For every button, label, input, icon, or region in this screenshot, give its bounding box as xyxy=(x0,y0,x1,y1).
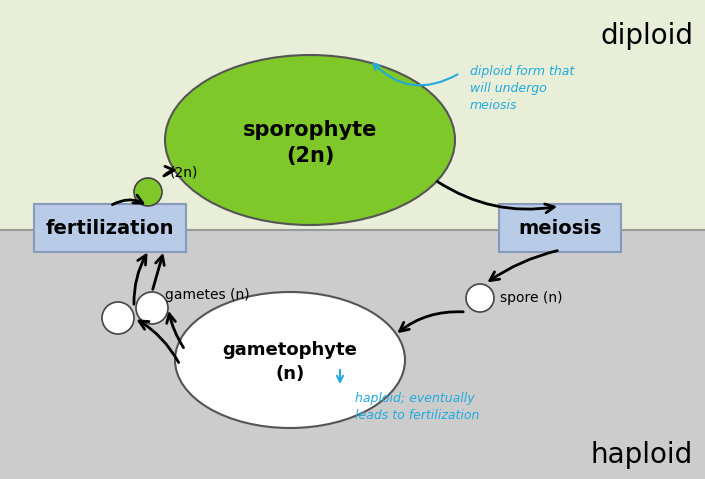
Ellipse shape xyxy=(136,292,168,324)
Text: diploid form that
will undergo
meiosis: diploid form that will undergo meiosis xyxy=(470,65,575,112)
FancyBboxPatch shape xyxy=(34,204,186,252)
Text: gametophyte: gametophyte xyxy=(223,341,357,359)
Text: spore (n): spore (n) xyxy=(500,291,563,305)
Bar xyxy=(0,0,705,230)
Ellipse shape xyxy=(102,302,134,334)
Bar xyxy=(0,230,705,479)
Ellipse shape xyxy=(165,55,455,225)
Ellipse shape xyxy=(175,292,405,428)
Ellipse shape xyxy=(466,284,494,312)
Text: gametes (n): gametes (n) xyxy=(165,288,250,302)
Text: (n): (n) xyxy=(276,365,305,383)
Text: fertilization: fertilization xyxy=(46,218,174,238)
Ellipse shape xyxy=(134,178,162,206)
Text: (2n): (2n) xyxy=(170,165,198,179)
Text: haploid: haploid xyxy=(591,441,693,469)
Text: sporophyte: sporophyte xyxy=(243,120,377,140)
Text: diploid: diploid xyxy=(600,22,693,50)
FancyBboxPatch shape xyxy=(499,204,621,252)
Text: (2n): (2n) xyxy=(286,146,334,166)
Text: haploid; eventually
leads to fertilization: haploid; eventually leads to fertilizati… xyxy=(355,392,479,422)
Text: meiosis: meiosis xyxy=(518,218,601,238)
